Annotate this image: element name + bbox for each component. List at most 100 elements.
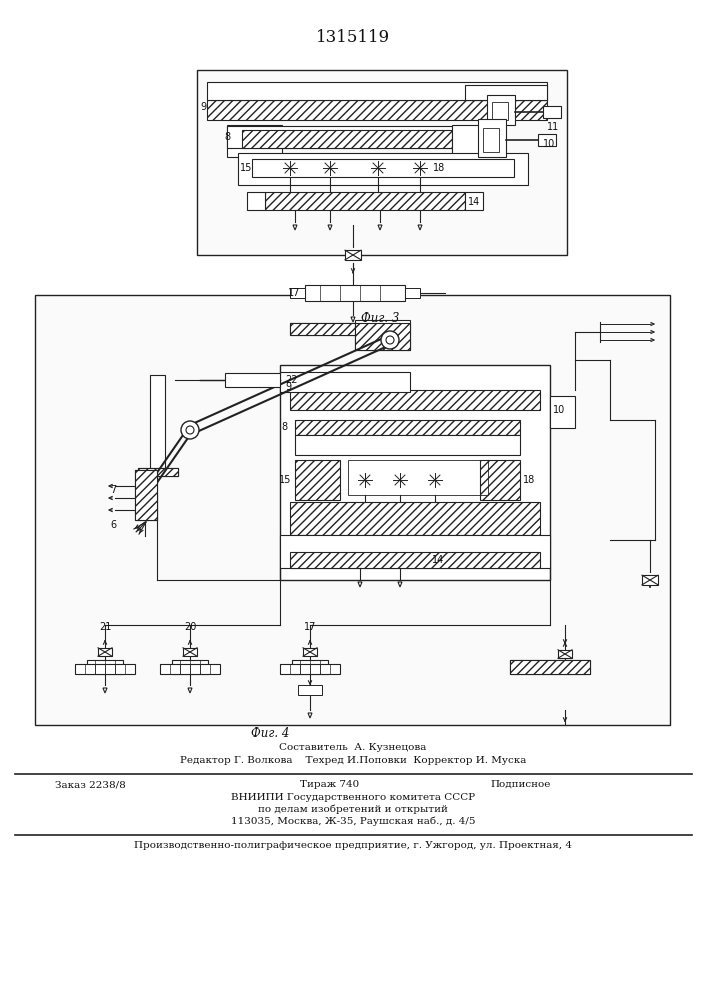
Bar [135, 470, 157, 520]
Polygon shape [295, 460, 340, 500]
Polygon shape [293, 225, 297, 230]
Bar [247, 192, 265, 210]
Text: Заказ 2238/8: Заказ 2238/8 [55, 780, 126, 789]
Bar [35, 295, 670, 725]
Bar [98, 648, 112, 656]
Bar [642, 575, 658, 585]
Bar [75, 664, 135, 674]
Circle shape [186, 426, 194, 434]
Text: 9: 9 [285, 382, 291, 392]
Text: Тираж 740: Тираж 740 [300, 780, 359, 789]
Polygon shape [103, 688, 107, 693]
Circle shape [381, 331, 399, 349]
Bar [238, 153, 528, 185]
Text: 20: 20 [184, 622, 196, 632]
Text: 17: 17 [304, 622, 316, 632]
Text: 17: 17 [288, 288, 300, 298]
Text: 15: 15 [240, 163, 252, 173]
Text: ВНИИПИ Государственного комитета СССР: ВНИИПИ Государственного комитета СССР [231, 793, 475, 802]
Bar [492, 102, 508, 120]
Bar [465, 85, 547, 100]
Polygon shape [355, 323, 410, 350]
Polygon shape [207, 100, 547, 120]
Text: Фиг. 4: Фиг. 4 [251, 727, 289, 740]
Polygon shape [358, 582, 362, 587]
Polygon shape [510, 660, 590, 674]
Polygon shape [418, 225, 422, 230]
Bar [290, 323, 370, 335]
Text: 8: 8 [281, 422, 287, 432]
Bar [543, 106, 561, 118]
Circle shape [181, 421, 199, 439]
Text: Подписное: Подписное [490, 780, 550, 789]
Bar [292, 660, 328, 674]
Bar [87, 660, 123, 674]
Polygon shape [290, 323, 370, 335]
Text: 113035, Москва, Ж-35, Раушская наб., д. 4/5: 113035, Москва, Ж-35, Раушская наб., д. … [230, 816, 475, 826]
Polygon shape [295, 420, 520, 435]
Text: 1315119: 1315119 [316, 28, 390, 45]
Bar [197, 70, 567, 255]
Polygon shape [290, 502, 540, 535]
Bar [510, 660, 590, 674]
Bar [295, 435, 520, 455]
Bar [252, 159, 514, 177]
Polygon shape [242, 130, 452, 148]
Polygon shape [308, 713, 312, 718]
Text: Составитель  А. Кузнецова: Составитель А. Кузнецова [279, 743, 427, 752]
Bar [183, 648, 197, 656]
Bar [538, 134, 556, 146]
Text: 7: 7 [110, 485, 116, 495]
Text: 21: 21 [99, 622, 111, 632]
Bar [558, 650, 572, 658]
Bar [487, 95, 515, 125]
Bar [160, 664, 220, 674]
Polygon shape [398, 582, 402, 587]
Bar [227, 125, 282, 157]
Polygon shape [328, 225, 332, 230]
Polygon shape [135, 470, 157, 520]
Text: 18: 18 [523, 475, 535, 485]
Polygon shape [290, 552, 540, 568]
Bar [225, 373, 280, 387]
Polygon shape [265, 192, 465, 210]
Text: Производственно-полиграфическое предприятие, г. Ужгород, ул. Проектная, 4: Производственно-полиграфическое предприя… [134, 841, 572, 850]
Text: 9: 9 [200, 102, 206, 112]
Bar [280, 365, 550, 580]
Bar [172, 660, 208, 674]
Bar [355, 320, 410, 350]
Bar [280, 535, 550, 568]
Bar [550, 396, 575, 428]
Text: Фиг. 3: Фиг. 3 [361, 312, 399, 325]
Text: 8: 8 [224, 132, 230, 142]
Bar [345, 250, 361, 260]
Text: 10: 10 [543, 139, 555, 149]
Text: 22: 22 [285, 375, 298, 385]
Bar [305, 285, 405, 301]
Bar [483, 128, 499, 152]
Bar [405, 288, 420, 298]
Polygon shape [188, 688, 192, 693]
Text: 15: 15 [279, 475, 291, 485]
Text: 10: 10 [553, 405, 566, 415]
Bar [348, 460, 488, 495]
Polygon shape [351, 317, 355, 322]
Polygon shape [138, 468, 178, 476]
Bar [280, 664, 340, 674]
Bar [227, 126, 467, 148]
Text: Редактор Г. Волкова    Техред И.Поповки  Корректор И. Муска: Редактор Г. Волкова Техред И.Поповки Кор… [180, 756, 526, 765]
Text: 11: 11 [547, 122, 559, 132]
Text: 6: 6 [110, 520, 116, 530]
Bar [478, 119, 506, 157]
Bar [303, 648, 317, 656]
Bar [465, 192, 483, 210]
Polygon shape [290, 390, 540, 410]
Bar [280, 372, 410, 392]
Bar [452, 125, 502, 157]
Polygon shape [378, 225, 382, 230]
Polygon shape [480, 460, 520, 500]
Text: по делам изобретений и открытий: по делам изобретений и открытий [258, 804, 448, 814]
Text: 14: 14 [432, 555, 444, 565]
Circle shape [386, 336, 394, 344]
Text: 14: 14 [468, 197, 480, 207]
